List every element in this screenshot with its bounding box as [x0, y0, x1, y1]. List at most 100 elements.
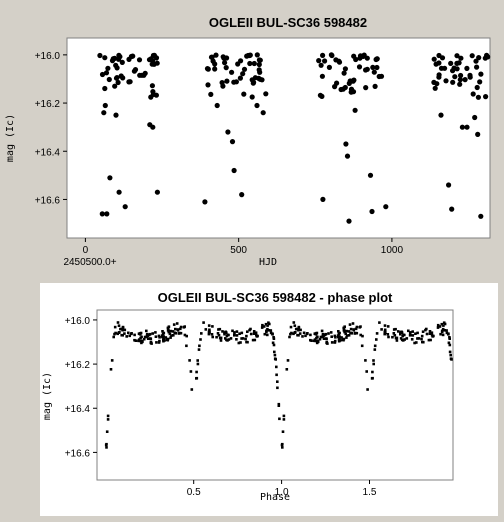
phase-data-point — [188, 359, 191, 362]
phase-data-point — [272, 336, 275, 339]
phase-data-point — [207, 332, 211, 336]
phase-data-point — [233, 334, 236, 337]
phase-data-point — [428, 330, 432, 333]
hjd-data-point — [153, 92, 159, 98]
hjd-data-point — [112, 83, 118, 89]
hjd-data-point — [222, 60, 228, 66]
phase-data-point — [238, 332, 241, 335]
phase-data-point — [143, 335, 147, 339]
hjd-data-point — [212, 66, 218, 72]
phase-data-point — [265, 330, 268, 334]
phase-data-point — [424, 328, 427, 332]
hjd-x-axis-label: HJD — [259, 257, 277, 268]
phase-data-point — [370, 377, 374, 380]
hjd-data-point — [254, 102, 260, 109]
phase-data-point — [292, 332, 295, 336]
phase-data-point — [123, 332, 126, 335]
hjd-data-point — [130, 53, 136, 59]
phase-data-point — [314, 332, 318, 335]
phase-data-point — [251, 338, 255, 342]
hjd-data-point — [464, 124, 470, 130]
phase-data-point — [337, 338, 341, 342]
hjd-data-point — [478, 71, 484, 77]
phase-data-point — [345, 334, 349, 337]
hjd-data-point — [149, 83, 155, 89]
phase-data-point — [198, 344, 201, 348]
phase-data-point — [272, 343, 276, 347]
phase-data-point — [348, 323, 352, 326]
phase-data-point — [364, 359, 367, 362]
phase-data-point — [248, 328, 251, 332]
phase-data-point — [395, 339, 399, 342]
phase-data-point — [167, 330, 171, 334]
phase-x-tick-label: 0.5 — [187, 487, 201, 498]
hjd-data-point — [208, 54, 215, 60]
phase-data-point — [375, 338, 378, 341]
hjd-data-point — [436, 60, 442, 66]
phase-data-point — [391, 335, 394, 339]
hjd-data-point — [476, 55, 482, 61]
phase-data-point — [105, 430, 109, 433]
phase-data-point — [128, 334, 131, 338]
phase-data-point — [420, 337, 423, 341]
phase-data-point — [441, 327, 445, 331]
hjd-data-point — [151, 61, 157, 67]
phase-x-axis-label: Phase — [260, 492, 290, 503]
phase-data-point — [146, 337, 150, 340]
hjd-data-point — [342, 66, 348, 72]
phase-data-point — [166, 329, 170, 332]
hjd-data-point — [448, 60, 454, 66]
phase-data-point — [383, 324, 387, 327]
phase-data-point — [266, 327, 269, 331]
hjd-data-point — [475, 94, 481, 100]
phase-data-point — [149, 340, 153, 344]
phase-data-point — [139, 336, 142, 340]
phase-data-point — [408, 331, 412, 334]
phase-data-point — [197, 348, 201, 351]
phase-y-tick-label: +16.6 — [65, 448, 91, 459]
phase-data-point — [114, 331, 117, 335]
phase-data-point — [217, 328, 220, 331]
phase-data-point — [306, 332, 309, 335]
hjd-data-point — [432, 85, 438, 91]
phase-data-point — [210, 333, 214, 336]
phase-data-point — [416, 337, 419, 340]
hjd-data-point — [219, 80, 225, 86]
phase-data-point — [171, 330, 175, 333]
hjd-data-point — [257, 57, 263, 63]
phase-data-point — [344, 332, 347, 336]
hjd-data-point — [474, 64, 480, 70]
phase-data-point — [208, 328, 211, 332]
phase-data-point — [352, 329, 356, 332]
hjd-data-point — [443, 78, 449, 84]
phase-data-point — [430, 331, 434, 334]
phase-data-point — [240, 337, 243, 340]
phase-data-point — [274, 358, 277, 361]
hjd-data-point — [263, 91, 269, 97]
phase-data-point — [393, 334, 397, 337]
phase-data-point — [297, 328, 300, 332]
phase-data-point — [448, 336, 451, 339]
phase-data-point — [183, 333, 187, 337]
hjd-data-point — [99, 71, 106, 78]
hjd-data-point — [220, 54, 226, 60]
phase-data-point — [343, 330, 346, 334]
phase-data-point — [349, 327, 353, 331]
phase-data-point — [436, 323, 440, 327]
phase-data-point — [252, 330, 256, 333]
phase-data-point — [378, 321, 381, 324]
hjd-data-point — [483, 94, 489, 100]
phase-data-point — [183, 325, 186, 328]
hjd-data-point — [320, 196, 326, 202]
phase-data-point — [141, 340, 144, 344]
phase-data-point — [330, 341, 334, 344]
phase-data-point — [211, 335, 214, 339]
phase-data-point — [241, 337, 245, 340]
hjd-data-point — [344, 153, 351, 159]
phase-data-point — [384, 330, 387, 333]
hjd-data-point — [351, 53, 357, 59]
phase-data-point — [262, 325, 266, 328]
phase-data-point — [199, 338, 202, 341]
hjd-data-point — [348, 86, 355, 92]
